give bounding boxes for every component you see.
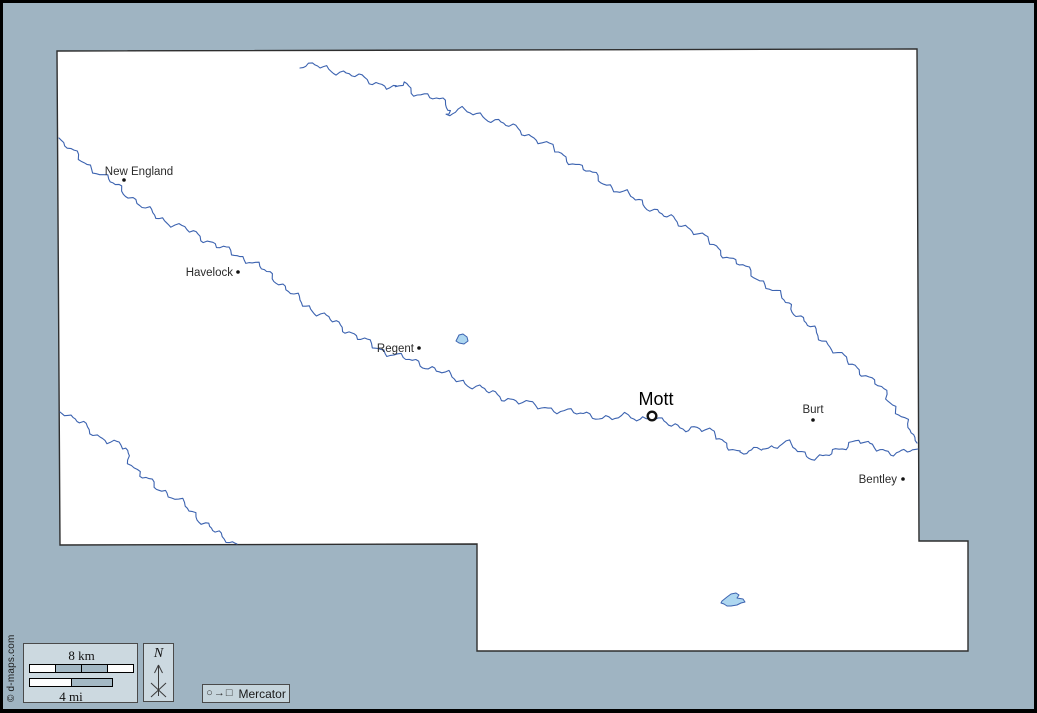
north-label: N [153, 646, 164, 661]
scale-bar-mi [29, 678, 113, 687]
lakes-layer [455, 333, 746, 607]
town-label-burt: Burt [802, 404, 824, 416]
town-marker-havelock [236, 270, 240, 274]
north-arrow-box: N [143, 643, 174, 702]
towns-layer: New England Havelock Regent Mott Burt Bentley [105, 166, 905, 486]
small-lake-near-regent [455, 333, 469, 345]
south-lake [720, 592, 746, 607]
town-label-bentley: Bentley [859, 474, 898, 486]
projection-transform-icon: ○→□ [206, 687, 234, 699]
scale-bar-box: 8 km 4 mi [23, 643, 138, 703]
scale-km-label: 8 km [68, 648, 95, 663]
town-label-havelock: Havelock [186, 267, 234, 279]
town-label-regent: Regent [377, 343, 415, 355]
county-seat-marker-mott [646, 410, 658, 422]
county-shape-layer [56, 48, 969, 652]
town-label-new-england: New England [105, 166, 173, 178]
scale-mi-segment [71, 679, 112, 686]
town-label-mott: Mott [638, 389, 673, 409]
scale-mi-label: 4 mi [59, 689, 83, 704]
cannonball-river-river-line [58, 137, 919, 461]
projection-label: Mercator [238, 686, 286, 701]
county-polygon [56, 48, 969, 652]
town-marker-regent [417, 346, 421, 350]
scale-mi-segment [30, 679, 72, 686]
compass-star-icon [150, 664, 167, 698]
copyright-text: © d-maps.com [6, 634, 17, 702]
town-marker-burt [811, 418, 815, 422]
north-river-river-line [299, 62, 918, 444]
rivers-layer [58, 62, 919, 545]
projection-box: ○→□ Mercator [202, 684, 290, 703]
southwest-creek-river-line [59, 411, 238, 545]
scale-km-segment [30, 665, 56, 672]
town-marker-bentley [901, 477, 905, 481]
scale-km-segment [108, 665, 133, 672]
scale-km-segment [82, 665, 108, 672]
scale-bar-km [29, 664, 134, 673]
scale-km-segment [56, 665, 82, 672]
town-marker-new-england [122, 178, 126, 182]
